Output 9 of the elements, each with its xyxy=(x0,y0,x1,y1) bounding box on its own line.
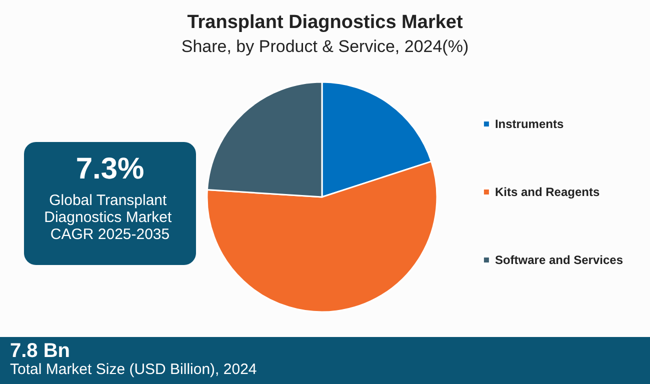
legend-label: Kits and Reagents xyxy=(494,185,600,199)
chart-title: Transplant Diagnostics Market xyxy=(187,12,464,33)
legend-label: Instruments xyxy=(494,117,564,131)
chart-subtitle: Share, by Product & Service, 2024(%) xyxy=(181,37,469,56)
text: 7.3% xyxy=(76,152,144,186)
legend-label: Software and Services xyxy=(494,253,624,267)
text: Total Market Size (USD Billion), 2024 xyxy=(10,361,257,378)
text: Global Transplant Diagnostics Market CAGR 2025-2035 xyxy=(44,192,176,243)
text: 7.8 Bn xyxy=(10,340,70,362)
